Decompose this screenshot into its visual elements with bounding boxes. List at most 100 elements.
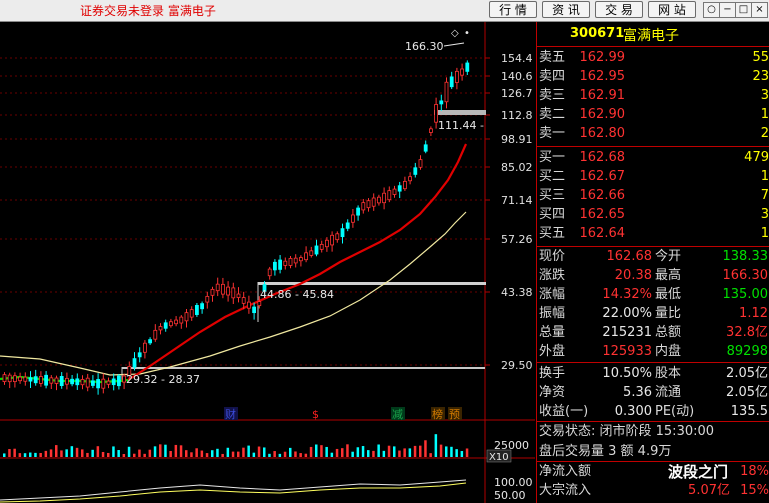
stats-row: 振幅 22.00% 量比 1.12 — [537, 305, 769, 323]
stat-label: 涨跌 — [539, 268, 566, 283]
ask-price: 162.80 — [579, 126, 626, 141]
volume-bar — [351, 451, 354, 457]
candle — [101, 378, 106, 389]
volume-bar — [278, 453, 282, 457]
candle — [226, 286, 231, 296]
bid-row[interactable]: 买三 162.66 7 — [537, 187, 769, 205]
price-tick-label: 71.14 — [501, 194, 533, 207]
ask-row[interactable]: 卖一 162.80 2 — [537, 125, 769, 143]
gap-bar-mid — [258, 282, 486, 285]
candle — [189, 309, 194, 318]
flow-row: 大宗流入 5.07亿 15% — [537, 482, 769, 500]
maximize-button[interactable]: □ — [735, 2, 752, 18]
volume-bar — [367, 450, 370, 457]
stat-value: 166.30 — [722, 268, 769, 283]
stat-value: 22.00% — [602, 306, 652, 321]
stat-label: 换手 — [539, 366, 566, 381]
volume-bar — [325, 446, 328, 457]
volume-bar — [29, 452, 32, 457]
stock-name: 富满电子 — [623, 28, 679, 44]
ask-label: 卖二 — [539, 107, 566, 122]
price-tick-label: 98.91 — [501, 133, 533, 146]
volume-bar — [18, 453, 22, 457]
candle — [449, 76, 454, 88]
close-button[interactable]: × — [751, 2, 768, 18]
volume-bar — [273, 451, 276, 457]
event-marker-financial: 财 — [225, 407, 236, 421]
stat-label: 总量 — [539, 325, 566, 340]
volume-bar — [226, 447, 230, 457]
candle — [382, 192, 387, 204]
orderbook-divider — [537, 246, 769, 247]
stat-value: 14.32% — [602, 287, 652, 302]
candle — [465, 62, 470, 72]
candle — [392, 188, 397, 195]
candle — [91, 380, 95, 386]
candle — [168, 321, 173, 327]
bid-label: 买四 — [539, 207, 566, 222]
stat-label: 现价 — [539, 249, 566, 264]
candle — [434, 104, 439, 123]
bid-row[interactable]: 买一 162.68 479 — [537, 149, 769, 167]
stat-value: 135.00 — [722, 287, 769, 302]
gap-bar-top — [434, 110, 486, 115]
candle — [252, 306, 257, 314]
candle — [324, 239, 329, 248]
candle — [267, 268, 272, 277]
news-button[interactable]: 资 讯 — [542, 1, 590, 18]
bid-row[interactable]: 买四 162.65 3 — [537, 206, 769, 224]
volume-bar — [133, 453, 136, 457]
volume-bar — [455, 449, 458, 457]
volume-bar — [231, 451, 235, 457]
volume-scale-box — [486, 449, 512, 463]
ma-green-line — [0, 375, 129, 384]
bid-row[interactable]: 买五 162.64 1 — [537, 225, 769, 243]
option-icon[interactable]: ○ — [703, 2, 720, 18]
bid-row[interactable]: 买二 162.67 1 — [537, 168, 769, 186]
candle — [153, 329, 158, 340]
volume-bar — [195, 448, 198, 457]
trade-button[interactable]: 交 易 — [595, 1, 643, 18]
ask-row[interactable]: 卖三 162.91 3 — [537, 87, 769, 105]
candle — [23, 376, 28, 382]
event-markers: 财 $ 减 榜 预 — [224, 407, 462, 421]
volume-bar — [387, 445, 391, 457]
quote-panel: 300671 富满电子 卖五 162.99 55 卖四 162.95 23 卖三 162.91… — [536, 22, 769, 503]
candle — [148, 339, 153, 344]
volume-bar — [283, 451, 287, 457]
candle — [117, 375, 121, 387]
candle — [18, 376, 23, 382]
quotes-button[interactable]: 行 情 — [489, 1, 537, 18]
ask-row[interactable]: 卖四 162.95 23 — [537, 68, 769, 86]
flow-label: 净流入额 — [539, 464, 592, 479]
kline-chart[interactable]: 154.4 140.6 126.7 112.8 98.91 85.02 71.14 57.26… — [0, 22, 535, 503]
minimize-button[interactable]: − — [719, 2, 736, 18]
event-marker-dividend: $ — [312, 408, 319, 421]
volume-bar — [361, 446, 365, 457]
volume-bar — [320, 445, 323, 457]
volume-bar — [112, 446, 115, 457]
bid-label: 买二 — [539, 169, 566, 184]
event-marker-box — [391, 407, 405, 420]
stat-value: 138.33 — [722, 249, 769, 264]
volume-bar — [148, 449, 152, 457]
stat-value: 10.50% — [602, 366, 652, 381]
stat-label: 内盘 — [655, 344, 682, 359]
flow-label: 大宗流入 — [539, 483, 592, 498]
volume-bar — [65, 449, 68, 457]
candle — [106, 380, 111, 385]
ma-long-line — [0, 211, 467, 376]
ask-row[interactable]: 卖五 162.99 55 — [537, 49, 769, 67]
ask-row[interactable]: 卖二 162.90 1 — [537, 106, 769, 124]
volume-bar — [70, 446, 74, 457]
candle — [7, 374, 12, 383]
volume-bar — [346, 444, 349, 457]
after-hours-text: 盘后交易量 3 额 4.9万 — [539, 444, 672, 459]
candle — [309, 250, 314, 256]
candle — [96, 379, 100, 389]
kline-chart-area[interactable]: 154.4 140.6 126.7 112.8 98.91 85.02 71.14 57.26… — [0, 22, 535, 503]
event-marker-reduce: 减 — [392, 408, 403, 421]
ask-price: 162.99 — [579, 50, 626, 65]
website-button[interactable]: 网 站 — [648, 1, 696, 18]
volume-bar — [382, 450, 386, 457]
